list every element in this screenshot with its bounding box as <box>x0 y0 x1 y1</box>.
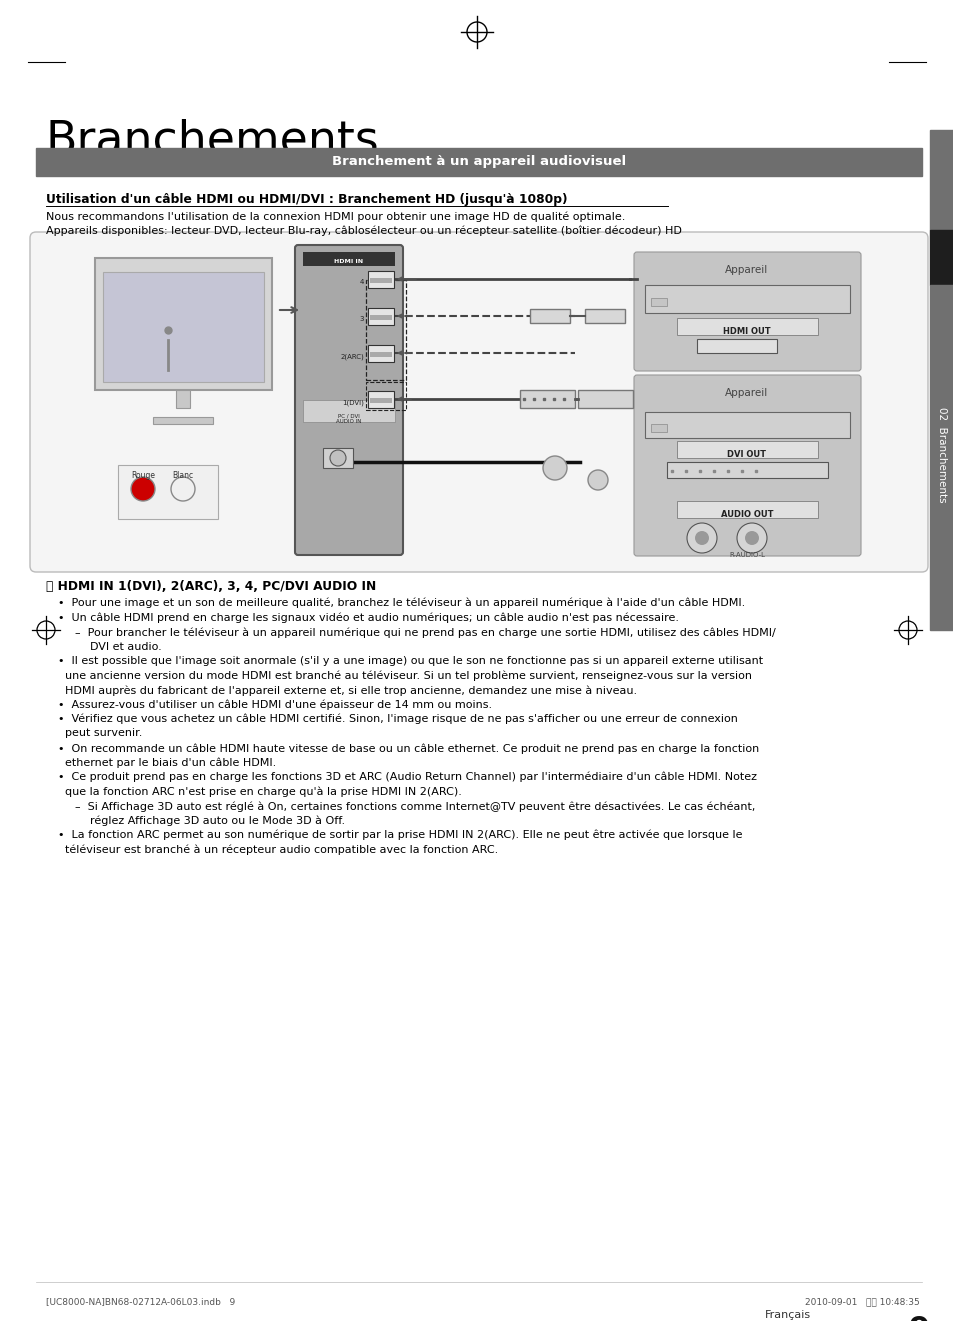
Bar <box>677 441 817 458</box>
Text: 2(ARC): 2(ARC) <box>340 353 364 359</box>
Text: ethernet par le biais d'un câble HDMI.: ethernet par le biais d'un câble HDMI. <box>65 757 276 768</box>
Bar <box>644 285 849 313</box>
Text: téléviseur est branché à un récepteur audio compatible avec la fonction ARC.: téléviseur est branché à un récepteur au… <box>65 844 497 855</box>
Bar <box>366 382 406 410</box>
Bar <box>697 339 776 353</box>
Circle shape <box>542 456 566 480</box>
Text: 1(DVI): 1(DVI) <box>342 399 364 406</box>
Text: DVI et audio.: DVI et audio. <box>90 642 162 651</box>
Text: •  Ce produit prend pas en charge les fonctions 3D et ARC (Audio Return Channel): • Ce produit prend pas en charge les fon… <box>58 771 757 782</box>
Bar <box>929 285 953 630</box>
Text: 9: 9 <box>907 1314 928 1321</box>
Text: Branchements: Branchements <box>46 118 379 162</box>
Circle shape <box>686 523 717 553</box>
Text: HDMI auprès du fabricant de l'appareil externe et, si elle trop ancienne, demand: HDMI auprès du fabricant de l'appareil e… <box>65 686 637 695</box>
Text: réglez Affichage 3D auto ou le Mode 3D à Off.: réglez Affichage 3D auto ou le Mode 3D à… <box>90 815 345 826</box>
Text: HDMI IN: HDMI IN <box>335 259 363 264</box>
Bar <box>644 412 849 439</box>
Text: 02  Branchements: 02 Branchements <box>936 407 946 503</box>
Bar <box>152 417 213 424</box>
Text: Branchement à un appareil audiovisuel: Branchement à un appareil audiovisuel <box>332 156 625 169</box>
Circle shape <box>737 523 766 553</box>
Bar <box>370 398 392 403</box>
Bar <box>370 277 392 283</box>
FancyBboxPatch shape <box>30 232 927 572</box>
Circle shape <box>695 531 708 546</box>
Bar <box>366 280 406 380</box>
Text: –  Si Affichage 3D auto est réglé à On, certaines fonctions comme Internet@TV pe: – Si Affichage 3D auto est réglé à On, c… <box>75 801 755 811</box>
Bar <box>677 501 817 518</box>
Text: Rouge: Rouge <box>131 472 154 480</box>
Bar <box>368 308 394 325</box>
Text: •  Pour une image et un son de meilleure qualité, branchez le téléviseur à un ap: • Pour une image et un son de meilleure … <box>58 598 744 609</box>
Text: Appareil: Appareil <box>724 388 768 398</box>
Bar <box>650 299 666 306</box>
Bar <box>36 148 921 176</box>
Text: DVI OUT: DVI OUT <box>727 450 765 458</box>
Text: PC / DVI
AUDIO IN: PC / DVI AUDIO IN <box>336 413 361 424</box>
Circle shape <box>171 477 194 501</box>
Bar <box>323 448 353 468</box>
Text: 4: 4 <box>359 279 364 285</box>
Text: HDMI OUT: HDMI OUT <box>722 328 770 336</box>
FancyBboxPatch shape <box>294 244 402 555</box>
Text: ␸ HDMI IN 1(DVI), 2(ARC), 3, 4, PC/DVI AUDIO IN: ␸ HDMI IN 1(DVI), 2(ARC), 3, 4, PC/DVI A… <box>46 580 375 593</box>
Bar <box>530 309 569 324</box>
Text: •  Il est possible que l'image soit anormale (s'il y a une image) ou que le son : • Il est possible que l'image soit anorm… <box>58 657 762 666</box>
Bar <box>370 351 392 357</box>
Bar <box>303 400 395 421</box>
Bar <box>118 465 218 519</box>
Bar <box>303 252 395 266</box>
Bar <box>929 230 953 285</box>
Bar <box>368 271 394 288</box>
Text: que la fonction ARC n'est prise en charge qu'à la prise HDMI IN 2(ARC).: que la fonction ARC n'est prise en charg… <box>65 786 461 797</box>
Bar <box>677 318 817 336</box>
Bar <box>578 390 633 408</box>
Bar <box>584 309 624 324</box>
Bar <box>519 390 575 408</box>
Text: •  Un câble HDMI prend en charge les signaux vidéo et audio numériques; un câble: • Un câble HDMI prend en charge les sign… <box>58 613 679 624</box>
Text: une ancienne version du mode HDMI est branché au téléviseur. Si un tel problème : une ancienne version du mode HDMI est br… <box>65 671 751 682</box>
Circle shape <box>330 450 346 466</box>
Text: Appareil: Appareil <box>724 266 768 275</box>
Text: 3: 3 <box>359 316 364 322</box>
Bar <box>368 345 394 362</box>
Circle shape <box>744 531 759 546</box>
FancyBboxPatch shape <box>634 252 861 371</box>
Text: •  Vérifiez que vous achetez un câble HDMI certifié. Sinon, l'image risque de ne: • Vérifiez que vous achetez un câble HDM… <box>58 713 737 724</box>
Bar <box>95 258 272 390</box>
Bar <box>368 391 394 408</box>
Text: 2010-09-01   오전 10:48:35: 2010-09-01 오전 10:48:35 <box>804 1297 919 1306</box>
Bar <box>103 272 264 382</box>
Text: •  Assurez-vous d'utiliser un câble HDMI d'une épaisseur de 14 mm ou moins.: • Assurez-vous d'utiliser un câble HDMI … <box>58 700 492 709</box>
Bar <box>370 314 392 320</box>
Circle shape <box>131 477 154 501</box>
Text: •  On recommande un câble HDMI haute vitesse de base ou un câble ethernet. Ce pr: • On recommande un câble HDMI haute vite… <box>58 742 759 753</box>
Text: Utilisation d'un câble HDMI ou HDMI/DVI : Branchement HD (jusqu'à 1080p): Utilisation d'un câble HDMI ou HDMI/DVI … <box>46 193 567 206</box>
Bar <box>650 424 666 432</box>
Text: peut survenir.: peut survenir. <box>65 728 142 738</box>
Text: AUDIO OUT: AUDIO OUT <box>720 510 773 519</box>
Text: Français: Français <box>764 1310 810 1320</box>
Text: [UC8000-NA]BN68-02712A-06L03.indb   9: [UC8000-NA]BN68-02712A-06L03.indb 9 <box>46 1297 235 1306</box>
Bar <box>666 462 827 478</box>
Text: Appareils disponibles: lecteur DVD, lecteur Blu-ray, câblosélecteur ou un récept: Appareils disponibles: lecteur DVD, lect… <box>46 226 681 236</box>
Text: Nous recommandons l'utilisation de la connexion HDMI pour obtenir une image HD d: Nous recommandons l'utilisation de la co… <box>46 211 625 222</box>
Text: R-AUDIO-L: R-AUDIO-L <box>728 552 764 557</box>
Circle shape <box>587 470 607 490</box>
Bar <box>175 390 190 408</box>
Bar <box>929 129 953 230</box>
Text: •  La fonction ARC permet au son numérique de sortir par la prise HDMI IN 2(ARC): • La fonction ARC permet au son numériqu… <box>58 830 741 840</box>
Text: –  Pour brancher le téléviseur à un appareil numérique qui ne prend pas en charg: – Pour brancher le téléviseur à un appar… <box>75 627 775 638</box>
Text: Blanc: Blanc <box>172 472 193 480</box>
FancyBboxPatch shape <box>634 375 861 556</box>
